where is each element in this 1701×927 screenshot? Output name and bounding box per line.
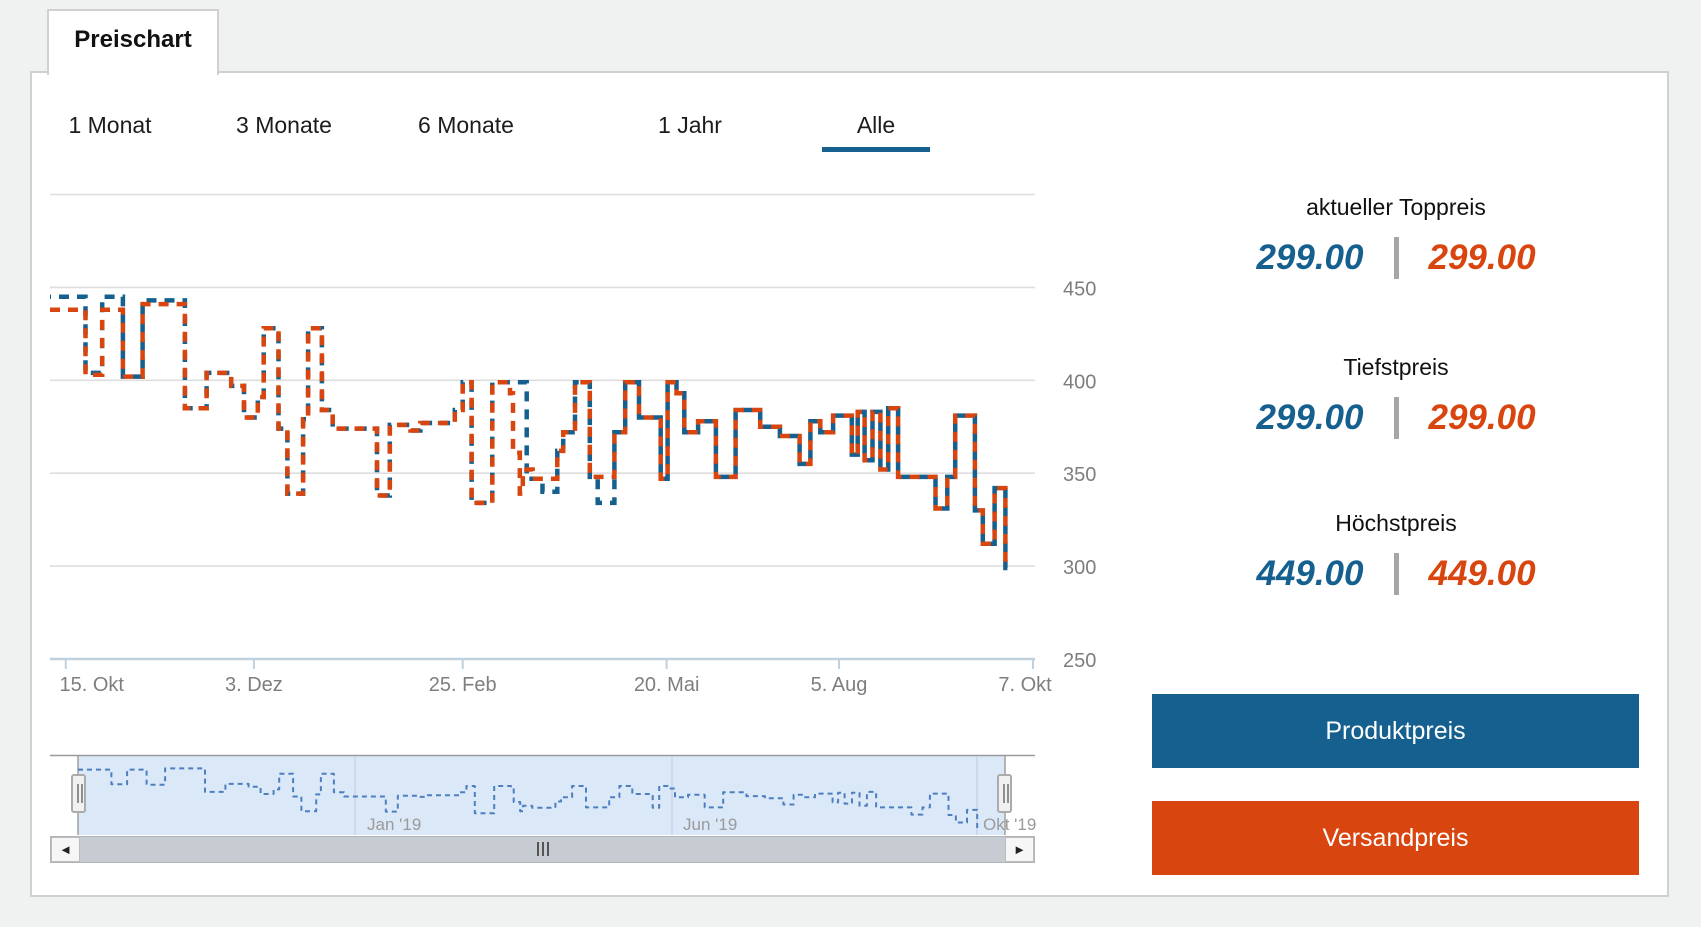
stat-hoechstpreis-shipping-value: 449.00: [1428, 554, 1536, 593]
chart-scrollbar[interactable]: ◄ ►: [50, 836, 1035, 863]
x-axis-label: 25. Feb: [429, 674, 497, 696]
tab-preischart-label: Preischart: [74, 26, 192, 53]
scroll-left-button[interactable]: ◄: [51, 837, 80, 862]
value-divider: [1393, 553, 1399, 595]
stat-tiefstpreis: Tiefstpreis 299.00 299.00: [1150, 354, 1642, 439]
navigator-left-handle[interactable]: [71, 774, 86, 813]
x-axis-label: 20. Mai: [634, 674, 700, 696]
range-1-monat[interactable]: 1 Monat: [68, 112, 152, 138]
tab-preischart[interactable]: Preischart: [47, 9, 219, 75]
navigator-axis-label: Okt '19: [983, 815, 1036, 834]
series-line-versandpreis: [50, 301, 1008, 571]
y-axis-label: 400: [1063, 371, 1096, 393]
stat-tiefstpreis-product-value: 299.00: [1256, 398, 1364, 437]
stat-tiefstpreis-shipping-value: 299.00: [1428, 398, 1536, 437]
range-6-monate[interactable]: 6 Monate: [418, 112, 514, 138]
y-axis-label: 450: [1063, 278, 1096, 300]
range-3-monate[interactable]: 3 Monate: [236, 112, 332, 138]
price-chart-canvas[interactable]: 450 400 350 300 250 15. Okt 3. Dez 25. Feb 20. M…: [0, 0, 1100, 880]
navigator-selected-area[interactable]: [78, 756, 1005, 835]
x-axis-label: 3. Dez: [225, 674, 283, 696]
stat-toppreis-label: aktueller Toppreis: [1306, 194, 1486, 220]
stat-hoechstpreis: Höchstpreis 449.00 449.00: [1150, 510, 1642, 595]
versandpreis-button[interactable]: Versandpreis: [1152, 801, 1639, 875]
value-divider: [1393, 397, 1399, 439]
navigator-axis-label: Jan '19: [367, 815, 421, 834]
value-divider: [1393, 237, 1399, 279]
x-axis-label: 5. Aug: [811, 674, 868, 696]
navigator-axis-label: Jun '19: [683, 815, 737, 834]
stat-hoechstpreis-product-value: 449.00: [1256, 554, 1364, 593]
stat-hoechstpreis-label: Höchstpreis: [1335, 510, 1457, 536]
scrollbar-grip-icon[interactable]: [536, 842, 549, 856]
stat-toppreis-product-value: 299.00: [1256, 238, 1364, 277]
stat-tiefstpreis-label: Tiefstpreis: [1343, 354, 1449, 380]
range-alle[interactable]: Alle: [856, 112, 896, 138]
y-axis-label: 300: [1063, 557, 1096, 579]
stat-toppreis: aktueller Toppreis 299.00 299.00: [1150, 194, 1642, 279]
navigator-right-handle[interactable]: [997, 774, 1012, 813]
series-line-produktpreis: [50, 294, 1008, 571]
range-1-jahr[interactable]: 1 Jahr: [658, 112, 722, 138]
stat-toppreis-shipping-value: 299.00: [1428, 238, 1536, 277]
y-axis-label: 350: [1063, 464, 1096, 486]
y-axis-label: 250: [1063, 650, 1096, 672]
produktpreis-button[interactable]: Produktpreis: [1152, 694, 1639, 768]
x-axis-label: 15. Okt: [60, 674, 125, 696]
scroll-right-button[interactable]: ►: [1005, 837, 1034, 862]
active-range-underline: [822, 147, 930, 152]
x-axis-label: 7. Okt: [998, 674, 1052, 696]
